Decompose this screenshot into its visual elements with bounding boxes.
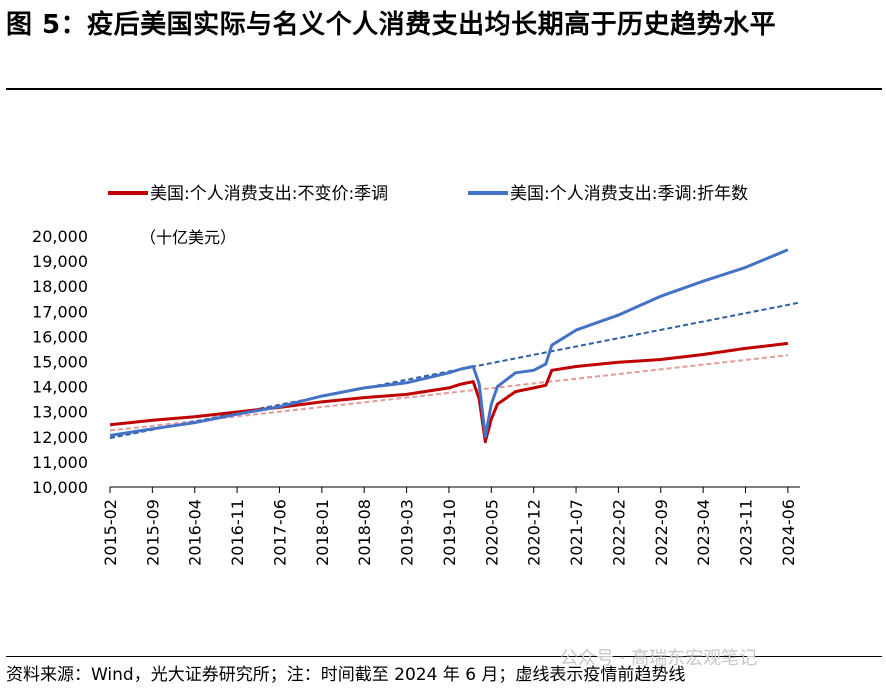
series-line	[109, 341, 789, 444]
y-tick-label: 10,000	[32, 478, 88, 497]
chart-title: 图 5：疫后美国实际与名义个人消费支出均长期高于历史趋势水平	[6, 10, 777, 40]
x-tick-label: 2022-02	[609, 499, 628, 566]
x-tick-label: 2024-06	[779, 499, 798, 566]
y-tick-label: 19,000	[32, 252, 88, 271]
x-tick-label: 2016-11	[228, 499, 247, 566]
y-tick-label: 14,000	[32, 378, 88, 397]
x-tick-label: 2023-11	[737, 499, 756, 566]
x-tick-label: 2015-09	[143, 499, 162, 566]
x-tick-label: 2023-04	[694, 499, 713, 566]
series-line	[109, 248, 789, 439]
footer-divider	[6, 656, 882, 657]
x-tick-label: 2018-01	[313, 499, 332, 566]
y-tick-label: 17,000	[32, 302, 88, 321]
x-tick-label: 2019-10	[440, 499, 459, 566]
y-tick-label: 16,000	[32, 327, 88, 346]
source-note: 资料来源：Wind，光大证券研究所；注：时间截至 2024 年 6 月；虚线表示…	[6, 665, 686, 685]
series-lines	[109, 248, 789, 444]
legend-label: 美国:个人消费支出:不变价:季调	[150, 184, 388, 204]
x-tick-label: 2017-06	[270, 499, 289, 566]
y-tick-label: 13,000	[32, 403, 88, 422]
y-tick-label: 12,000	[32, 428, 88, 447]
x-tick-label: 2020-12	[525, 499, 544, 566]
x-tick-label: 2016-04	[186, 499, 205, 566]
y-tick-label: 18,000	[32, 277, 88, 296]
x-tick-label: 2020-05	[482, 499, 501, 566]
y-tick-label: 15,000	[32, 353, 88, 372]
x-tick-label: 2018-08	[355, 499, 374, 566]
chart-area: 美国:个人消费支出:不变价:季调 美国:个人消费支出:季调:折年数 10,0001…	[32, 184, 801, 566]
x-tick-label: 2019-03	[398, 499, 417, 566]
title-divider	[6, 88, 882, 90]
x-tick-label: 2015-02	[101, 499, 120, 566]
y-tick-label: 11,000	[32, 453, 88, 472]
x-tick-label: 2022-09	[652, 499, 671, 566]
y-tick-label: 20,000	[32, 227, 88, 246]
x-tick-label: 2021-07	[567, 499, 586, 566]
trend-line	[109, 301, 801, 440]
y-unit-label: （十亿美元）	[140, 228, 236, 247]
legend: 美国:个人消费支出:不变价:季调 美国:个人消费支出:季调:折年数	[108, 184, 748, 204]
legend-label: 美国:个人消费支出:季调:折年数	[510, 184, 748, 204]
watermark: 公众号 · 高瑞东宏观笔记	[560, 648, 758, 669]
axes: 10,000 11,000 12,000 13,000 14,000 15,000 16,0…	[32, 227, 800, 566]
